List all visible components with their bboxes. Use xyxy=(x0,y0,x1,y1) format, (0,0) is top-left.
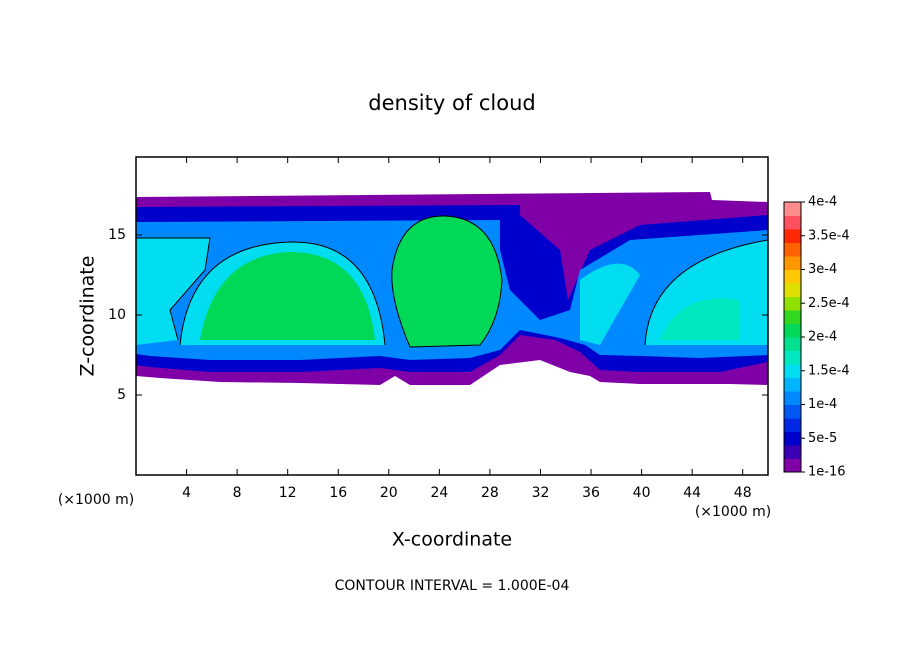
colorbar-band xyxy=(784,256,801,270)
colorbar-band xyxy=(784,431,801,446)
x-tick-label: 4 xyxy=(182,485,191,501)
colorbar-band xyxy=(784,445,801,459)
colorbar-label: 5e-5 xyxy=(808,431,837,446)
x-tick-label: 12 xyxy=(279,485,297,501)
x-tick-label: 28 xyxy=(481,485,499,501)
colorbar-label: 3e-4 xyxy=(808,262,837,277)
colorbar-band xyxy=(784,215,801,230)
colorbar-label: 2.5e-4 xyxy=(808,296,850,311)
colorbar-band xyxy=(784,229,801,243)
x-unit: (×1000 m) xyxy=(695,504,771,520)
colorbar-band xyxy=(784,350,801,365)
colorbar-label: 2e-4 xyxy=(808,330,837,345)
x-tick-label: 8 xyxy=(233,485,242,501)
colorbar-band xyxy=(784,310,801,324)
x-axis-label: X-coordinate xyxy=(392,529,512,551)
colorbar-band xyxy=(784,364,801,378)
x-tick-label: 20 xyxy=(380,485,398,501)
colorbar-band xyxy=(784,202,801,216)
colorbar-band xyxy=(784,296,801,311)
colorbar-band xyxy=(784,337,801,351)
x-tick-label: 32 xyxy=(532,485,550,501)
y-tick-label: 15 xyxy=(108,227,126,243)
colorbar-band xyxy=(784,391,801,405)
colorbar-band xyxy=(784,283,801,297)
x-tick-label: 48 xyxy=(734,485,752,501)
colorbar-label: 1e-4 xyxy=(808,397,837,412)
colorbar-label: 3.5e-4 xyxy=(808,228,850,243)
x-tick-label: 16 xyxy=(329,485,347,501)
x-tick-label: 44 xyxy=(683,485,701,501)
x-tick-label: 40 xyxy=(633,485,651,501)
colorbar-band xyxy=(784,269,801,284)
colorbar-label: 1.5e-4 xyxy=(808,363,850,378)
y-tick-label: 10 xyxy=(108,307,126,323)
colorbar-band xyxy=(784,404,801,419)
x-tick-label: 24 xyxy=(430,485,448,501)
annotation: CONTOUR INTERVAL = 1.000E-04 xyxy=(335,578,570,594)
cloud-field xyxy=(136,192,768,385)
x-tick-label: 36 xyxy=(582,485,600,501)
colorbar-label: 4e-4 xyxy=(808,195,837,210)
colorbar-band xyxy=(784,242,801,257)
colorbar-label: 1e-16 xyxy=(808,465,846,480)
colorbar-band xyxy=(784,418,801,432)
y-axis-label: Z-coordinate xyxy=(77,256,99,377)
colorbar-band xyxy=(784,458,801,473)
plot-frame xyxy=(135,156,769,476)
y-unit: (×1000 m) xyxy=(58,492,134,508)
colorbar-band xyxy=(784,323,801,338)
y-tick-label: 5 xyxy=(117,387,126,403)
chart-title: density of cloud xyxy=(368,91,535,115)
colorbar-band xyxy=(784,377,801,392)
